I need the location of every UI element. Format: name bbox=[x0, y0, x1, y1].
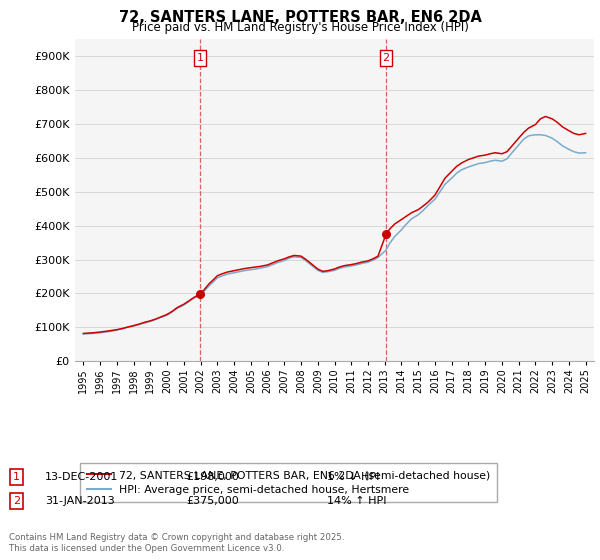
Text: 1: 1 bbox=[13, 472, 20, 482]
Text: 14% ↑ HPI: 14% ↑ HPI bbox=[327, 496, 386, 506]
Text: £198,000: £198,000 bbox=[186, 472, 239, 482]
Text: Price paid vs. HM Land Registry's House Price Index (HPI): Price paid vs. HM Land Registry's House … bbox=[131, 21, 469, 34]
Text: 1: 1 bbox=[196, 53, 203, 63]
Legend: 72, SANTERS LANE, POTTERS BAR, EN6 2DA (semi-detached house), HPI: Average price: 72, SANTERS LANE, POTTERS BAR, EN6 2DA (… bbox=[80, 463, 497, 502]
Text: 31-JAN-2013: 31-JAN-2013 bbox=[45, 496, 115, 506]
Text: 2: 2 bbox=[13, 496, 20, 506]
Text: 13-DEC-2001: 13-DEC-2001 bbox=[45, 472, 118, 482]
Text: 1% ↓ HPI: 1% ↓ HPI bbox=[327, 472, 379, 482]
Text: Contains HM Land Registry data © Crown copyright and database right 2025.
This d: Contains HM Land Registry data © Crown c… bbox=[9, 533, 344, 553]
Text: £375,000: £375,000 bbox=[186, 496, 239, 506]
Text: 72, SANTERS LANE, POTTERS BAR, EN6 2DA: 72, SANTERS LANE, POTTERS BAR, EN6 2DA bbox=[119, 10, 481, 25]
Text: 2: 2 bbox=[383, 53, 389, 63]
